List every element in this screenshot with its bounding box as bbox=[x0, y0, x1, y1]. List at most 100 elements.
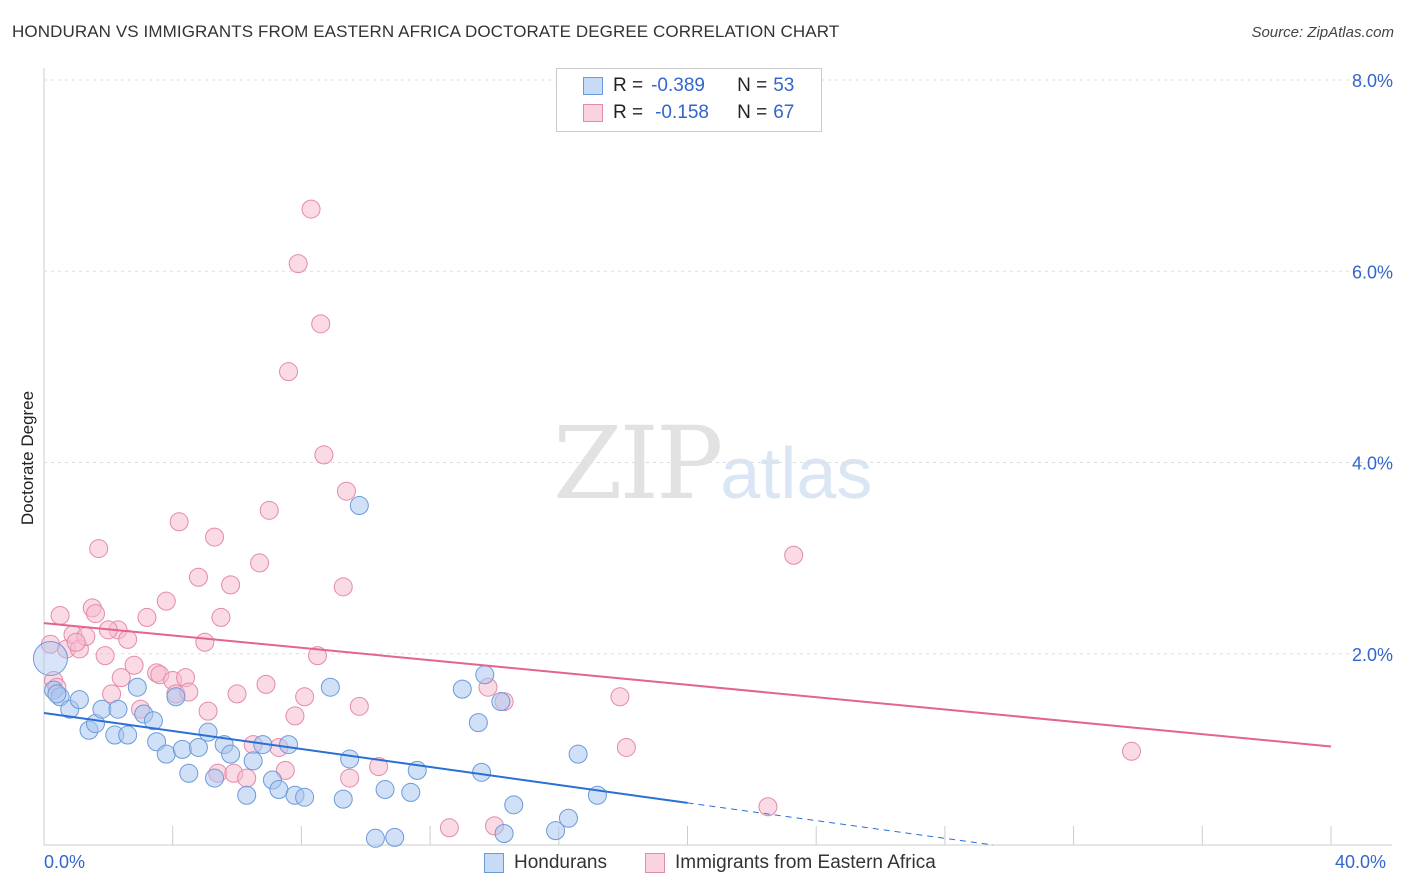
legend-row-eastern-africa: R = -0.158 N = 67 bbox=[583, 100, 794, 126]
data-point bbox=[143, 711, 163, 731]
data-point bbox=[494, 824, 514, 844]
data-point bbox=[452, 679, 472, 699]
data-point bbox=[616, 737, 636, 757]
y-tick-label: 8.0% bbox=[1352, 71, 1393, 91]
data-point bbox=[336, 481, 356, 501]
data-point bbox=[295, 787, 315, 807]
data-point bbox=[172, 739, 192, 759]
y-tick-label: 4.0% bbox=[1352, 454, 1393, 474]
data-point bbox=[320, 677, 340, 697]
data-point bbox=[108, 699, 128, 719]
data-point bbox=[195, 632, 215, 652]
data-point bbox=[47, 684, 67, 704]
legend-swatch-blue bbox=[583, 77, 603, 95]
data-point bbox=[784, 545, 804, 565]
data-point bbox=[221, 575, 241, 595]
data-point bbox=[227, 684, 247, 704]
legend-swatch-pink bbox=[583, 104, 603, 122]
data-point bbox=[307, 646, 327, 666]
data-point bbox=[169, 512, 189, 532]
data-point bbox=[468, 713, 488, 733]
data-point bbox=[349, 496, 369, 516]
data-point bbox=[188, 567, 208, 587]
data-point bbox=[118, 725, 138, 745]
data-point bbox=[118, 629, 138, 649]
data-point bbox=[385, 827, 405, 847]
data-point bbox=[188, 737, 208, 757]
data-point bbox=[375, 780, 395, 800]
bottom-legend-label: Hondurans bbox=[514, 852, 607, 873]
data-point bbox=[124, 655, 144, 675]
y-axis-label: Doctorate Degree bbox=[18, 390, 37, 526]
legend-r-label: R = bbox=[613, 75, 644, 96]
gridlines bbox=[44, 79, 1392, 655]
data-point bbox=[610, 687, 630, 707]
data-point bbox=[250, 553, 270, 573]
legend-n-label: N = bbox=[737, 102, 768, 123]
data-point bbox=[166, 687, 186, 707]
data-point bbox=[69, 690, 89, 710]
data-point bbox=[301, 199, 321, 219]
data-point bbox=[758, 797, 778, 817]
data-point bbox=[256, 674, 276, 694]
data-point bbox=[546, 821, 566, 841]
data-point bbox=[333, 789, 353, 809]
data-point bbox=[179, 763, 199, 783]
data-point bbox=[504, 795, 524, 815]
data-point bbox=[92, 699, 112, 719]
data-point bbox=[340, 749, 360, 769]
legend-r-label: R = bbox=[613, 102, 644, 123]
data-point bbox=[198, 701, 218, 721]
data-point bbox=[568, 744, 588, 764]
data-point bbox=[32, 641, 68, 677]
data-point bbox=[558, 808, 578, 828]
y-tick-labels: 2.0% 4.0% 6.0% 8.0% bbox=[1352, 71, 1393, 665]
x-tick-label-min: 0.0% bbox=[44, 852, 86, 872]
data-point bbox=[439, 818, 459, 838]
data-point bbox=[66, 632, 86, 652]
watermark-zip: ZIP bbox=[553, 405, 723, 522]
series-hondurans-points bbox=[32, 496, 607, 848]
legend-r-value: -0.158 bbox=[655, 102, 709, 123]
data-point bbox=[237, 785, 257, 805]
data-point bbox=[259, 500, 279, 520]
data-point bbox=[340, 768, 360, 788]
trend-lines bbox=[43, 622, 1332, 846]
data-point bbox=[89, 539, 109, 559]
y-tick-label: 2.0% bbox=[1352, 645, 1393, 665]
legend-n-value: 67 bbox=[773, 102, 795, 123]
data-point bbox=[288, 254, 308, 274]
data-point bbox=[401, 782, 421, 802]
source-label: Source: ZipAtlas.com bbox=[1251, 24, 1394, 41]
watermark: ZIPatlas bbox=[553, 405, 872, 522]
data-point bbox=[279, 735, 299, 755]
bottom-legend-swatch-pink bbox=[645, 853, 665, 873]
data-point bbox=[85, 604, 105, 624]
data-point bbox=[95, 646, 115, 666]
data-point bbox=[111, 668, 131, 688]
bottom-legend-hondurans: Hondurans bbox=[484, 852, 607, 874]
data-point bbox=[50, 606, 70, 625]
legend-n-label: N = bbox=[737, 75, 768, 96]
data-point bbox=[243, 751, 263, 771]
watermark-atlas: atlas bbox=[720, 434, 873, 514]
correlation-legend: R = -0.389 N = 53 R = -0.158 N = 67 bbox=[556, 68, 822, 132]
axes bbox=[43, 68, 1392, 846]
data-point bbox=[311, 314, 331, 334]
data-point bbox=[365, 828, 385, 848]
data-point bbox=[1122, 741, 1142, 761]
y-tick-label: 6.0% bbox=[1352, 262, 1393, 282]
chart-title: HONDURAN VS IMMIGRANTS FROM EASTERN AFRI… bbox=[12, 22, 840, 41]
data-point bbox=[237, 768, 257, 788]
trend-line-eastern-africa bbox=[43, 622, 1332, 748]
data-point bbox=[221, 744, 241, 764]
x-tick-label-max: 40.0% bbox=[1335, 852, 1387, 872]
data-point bbox=[156, 591, 176, 611]
data-point bbox=[127, 677, 147, 697]
data-point bbox=[205, 768, 225, 788]
legend-row-hondurans: R = -0.389 N = 53 bbox=[583, 73, 794, 99]
data-point bbox=[269, 780, 289, 800]
data-point bbox=[279, 362, 299, 382]
data-point bbox=[156, 744, 176, 764]
